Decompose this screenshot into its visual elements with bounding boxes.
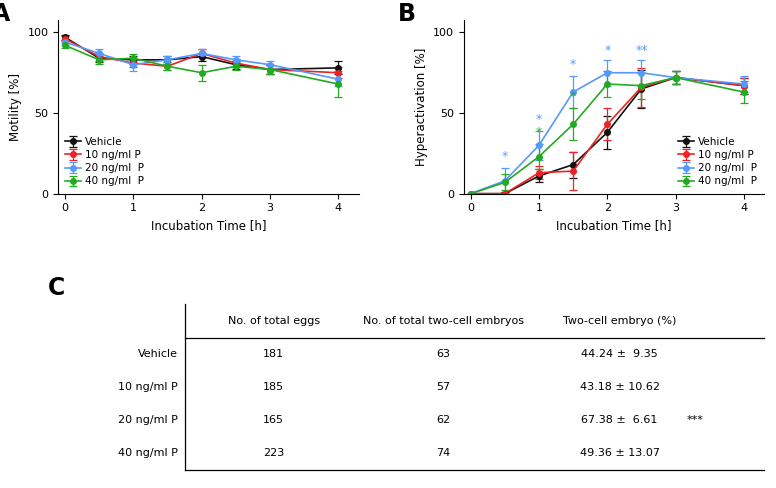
Text: *: *	[570, 90, 577, 103]
Text: No. of total two-cell embryos: No. of total two-cell embryos	[362, 316, 524, 326]
Text: B: B	[398, 2, 416, 26]
Text: *: *	[536, 126, 542, 139]
Text: *: *	[536, 113, 542, 126]
Text: 57: 57	[436, 382, 450, 392]
Text: 181: 181	[263, 349, 284, 359]
Text: 20 ng/ml P: 20 ng/ml P	[119, 415, 178, 425]
Text: 44.24 ±  9.35: 44.24 ± 9.35	[581, 349, 658, 359]
Text: 40 ng/ml P: 40 ng/ml P	[119, 448, 178, 458]
Text: 43.18 ± 10.62: 43.18 ± 10.62	[580, 382, 660, 392]
Legend: Vehicle, 10 ng/ml P, 20 ng/ml  P, 40 ng/ml  P: Vehicle, 10 ng/ml P, 20 ng/ml P, 40 ng/m…	[64, 135, 147, 188]
X-axis label: Incubation Time [h]: Incubation Time [h]	[151, 219, 266, 232]
Text: 49.36 ± 13.07: 49.36 ± 13.07	[580, 448, 660, 458]
Text: 63: 63	[436, 349, 450, 359]
Text: 62: 62	[436, 415, 450, 425]
Text: 223: 223	[263, 448, 284, 458]
Text: No. of total eggs: No. of total eggs	[227, 316, 320, 326]
Text: Two-cell embryo (%): Two-cell embryo (%)	[563, 316, 677, 326]
Text: Vehicle: Vehicle	[138, 349, 178, 359]
Text: A: A	[0, 2, 10, 26]
X-axis label: Incubation Time [h]: Incubation Time [h]	[556, 219, 672, 232]
Text: 74: 74	[436, 448, 450, 458]
Text: **: **	[636, 43, 648, 57]
Y-axis label: Hyperactivation [%]: Hyperactivation [%]	[414, 47, 428, 166]
Y-axis label: Motility [%]: Motility [%]	[9, 73, 22, 141]
Text: C: C	[47, 276, 65, 300]
Text: 185: 185	[263, 382, 284, 392]
Text: ***: ***	[687, 415, 704, 425]
Text: *: *	[570, 58, 577, 71]
Text: 10 ng/ml P: 10 ng/ml P	[119, 382, 178, 392]
Text: 67.38 ±  6.61: 67.38 ± 6.61	[581, 415, 658, 425]
Text: 165: 165	[263, 415, 284, 425]
Text: *: *	[605, 43, 611, 57]
Text: *: *	[502, 150, 508, 163]
Legend: Vehicle, 10 ng/ml P, 20 ng/ml  P, 40 ng/ml  P: Vehicle, 10 ng/ml P, 20 ng/ml P, 40 ng/m…	[676, 135, 759, 188]
